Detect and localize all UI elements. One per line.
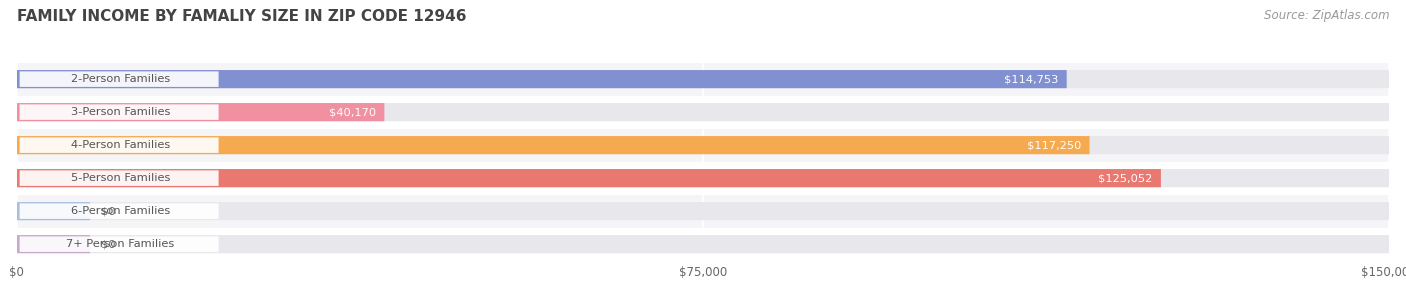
FancyBboxPatch shape [17,202,1389,220]
Text: $117,250: $117,250 [1026,140,1081,150]
FancyBboxPatch shape [20,71,218,87]
FancyBboxPatch shape [20,236,218,252]
FancyBboxPatch shape [17,202,90,220]
Bar [17,228,1389,261]
Text: $0: $0 [101,206,115,216]
Bar [17,96,1389,129]
Text: 2-Person Families: 2-Person Families [70,74,170,84]
Text: Source: ZipAtlas.com: Source: ZipAtlas.com [1264,9,1389,22]
Bar [17,162,1389,195]
FancyBboxPatch shape [17,136,1090,154]
Bar [17,195,1389,228]
FancyBboxPatch shape [20,170,218,186]
Text: $125,052: $125,052 [1098,173,1153,183]
FancyBboxPatch shape [20,203,218,219]
FancyBboxPatch shape [20,104,218,120]
FancyBboxPatch shape [17,70,1389,88]
FancyBboxPatch shape [17,70,1067,88]
FancyBboxPatch shape [17,235,90,253]
Text: $40,170: $40,170 [329,107,377,117]
Bar [17,129,1389,162]
FancyBboxPatch shape [17,169,1389,187]
FancyBboxPatch shape [17,103,1389,121]
Text: FAMILY INCOME BY FAMALIY SIZE IN ZIP CODE 12946: FAMILY INCOME BY FAMALIY SIZE IN ZIP COD… [17,9,467,24]
Text: 4-Person Families: 4-Person Families [70,140,170,150]
FancyBboxPatch shape [17,235,1389,253]
FancyBboxPatch shape [17,136,1389,154]
Text: 3-Person Families: 3-Person Families [70,107,170,117]
Text: 6-Person Families: 6-Person Families [70,206,170,216]
FancyBboxPatch shape [17,103,384,121]
Text: 7+ Person Families: 7+ Person Families [66,239,174,249]
FancyBboxPatch shape [20,137,218,153]
Text: 5-Person Families: 5-Person Families [70,173,170,183]
Bar [17,63,1389,96]
Text: $114,753: $114,753 [1004,74,1059,84]
Text: $0: $0 [101,239,115,249]
FancyBboxPatch shape [17,169,1161,187]
